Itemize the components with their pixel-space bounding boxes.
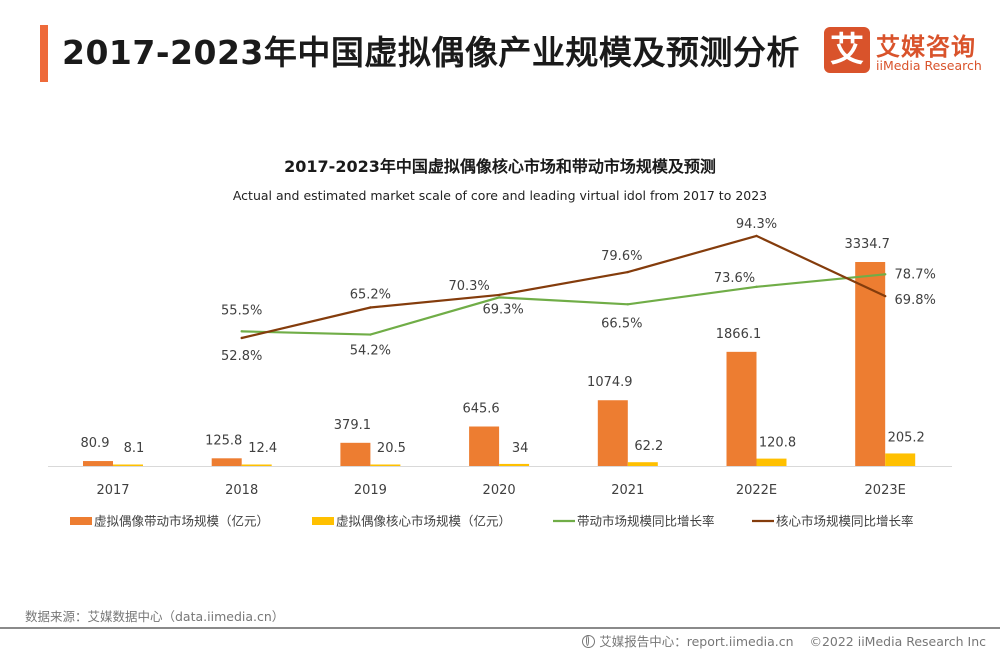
line-leading-growth [241,273,886,336]
line-leading-growth-point-2021 [626,303,629,306]
x-tick-2022E: 2022E [736,483,777,498]
line-core-growth-point-2022E [755,234,758,238]
legend-swatch-1 [312,517,334,525]
copyright: ©2022 iiMedia Research Inc [809,634,986,649]
label-leading-growth-2020: 69.3% [482,302,523,317]
label-core-2017: 8.1 [124,441,145,456]
label-leading-growth-2023E: 78.7% [895,267,936,282]
legend-label-3: 核心市场规模同比增长率 [776,514,914,529]
bar-leading-2022E [726,351,757,466]
label-core-growth-2020: 70.3% [448,279,489,294]
label-core-growth-2022E: 94.3% [736,217,777,232]
line-core-growth [241,234,886,340]
bar-leading-2021 [597,400,628,466]
bar-core-2021 [627,462,658,466]
legend-label-0: 虚拟偶像带动市场规模（亿元） [94,514,269,529]
logo-english-name: iiMedia Research [876,58,982,73]
line-leading-growth-point-2023E [884,273,887,276]
x-tick-2018: 2018 [225,483,258,498]
footer: 艾媒报告中心：report.iimedia.cn ©2022 iiMedia R… [582,631,986,650]
label-leading-2020: 645.6 [462,402,499,417]
line-leading-growth-point-2022E [755,285,758,289]
bar-core-2019 [370,464,401,466]
bar-core-2022E [756,458,787,466]
bar-core-2020 [499,463,530,466]
label-core-2019: 20.5 [377,441,406,456]
bar-core-2023E [885,453,916,466]
line-core-growth-point-2023E [884,294,887,298]
line-leading-growth-point-2020 [497,296,501,299]
x-tick-2017: 2017 [96,483,129,498]
bar-leading-2019 [340,442,371,466]
bar-leading-2023E [855,262,886,466]
line-core-growth-point-2020 [497,293,501,297]
page-title: 2017-2023年中国虚拟偶像产业规模及预测分析 [62,33,800,72]
label-leading-2023E: 3334.7 [844,237,890,252]
label-leading-growth-2021: 66.5% [601,316,642,331]
label-leading-growth-2022E: 73.6% [714,271,755,286]
label-leading-2017: 80.9 [81,436,110,451]
logo-mark: 艾 [824,27,870,73]
iimedia-logo: 艾 艾媒咨询 iiMedia Research [824,27,994,77]
label-core-2021: 62.2 [634,439,663,454]
label-leading-growth-2018: 55.5% [221,303,262,318]
x-tick-2020: 2020 [483,483,516,498]
x-tick-2021: 2021 [611,483,644,498]
label-leading-2021: 1074.9 [587,375,633,390]
bar-leading-2017 [83,461,113,466]
label-core-growth-2021: 79.6% [601,249,642,264]
label-core-2023E: 205.2 [888,430,925,445]
report-center: 艾媒报告中心：report.iimedia.cn [599,634,794,649]
label-core-growth-2019: 65.2% [350,287,391,302]
legend-label-2: 带动市场规模同比增长率 [577,514,715,529]
title-accent-bar [40,25,48,82]
bar-leading-2020 [469,426,500,466]
x-tick-2023E: 2023E [865,483,906,498]
bar-core-2017 [113,464,143,466]
label-core-growth-2018: 52.8% [221,349,262,364]
globe-icon [582,635,596,648]
label-leading-2018: 125.8 [205,433,242,448]
label-core-growth-2023E: 69.8% [895,293,936,308]
legend-label-1: 虚拟偶像核心市场规模（亿元） [336,514,511,529]
label-core-2020: 34 [512,441,529,456]
market-scale-chart: 2017-2023年中国虚拟偶像核心市场和带动市场规模及预测 Actual an… [48,157,952,529]
chart-subtitle: Actual and estimated market scale of cor… [233,188,767,203]
footer-divider [0,627,1000,629]
label-leading-2019: 379.1 [334,418,371,433]
label-leading-growth-2019: 54.2% [350,344,391,359]
line-leading-growth-point-2019 [369,333,372,336]
label-core-2018: 12.4 [248,441,277,456]
data-source: 数据来源：艾媒数据中心（data.iimedia.cn） [25,609,285,624]
bar-core-2018 [241,464,272,466]
line-core-growth-point-2021 [626,270,629,274]
bar-leading-2018 [211,458,242,466]
legend-swatch-0 [70,517,92,525]
line-core-growth-point-2018 [240,336,243,340]
line-core-growth-point-2019 [369,306,372,309]
x-tick-2019: 2019 [354,483,387,498]
label-leading-2022E: 1866.1 [716,327,762,342]
label-core-2022E: 120.8 [759,436,796,451]
line-leading-growth-point-2018 [240,330,243,333]
chart-title: 2017-2023年中国虚拟偶像核心市场和带动市场规模及预测 [284,157,716,176]
logo-chinese-name: 艾媒咨询 [876,33,976,61]
